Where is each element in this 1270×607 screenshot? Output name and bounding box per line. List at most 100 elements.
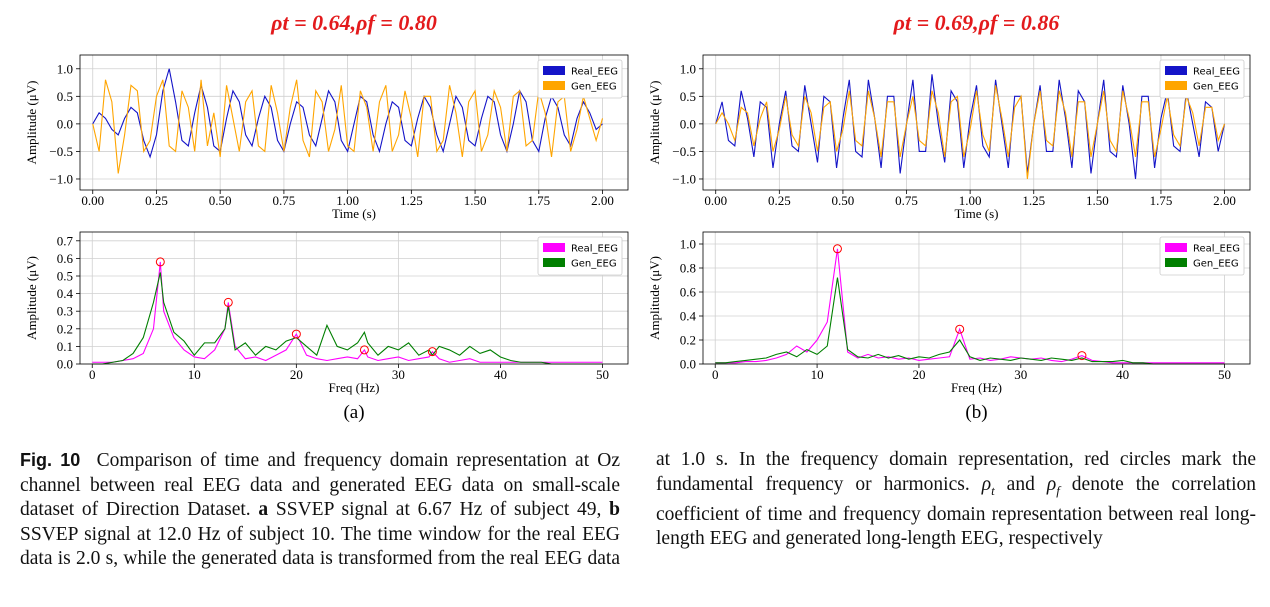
caption-text: Comparison of time and frequency domain … <box>20 450 621 520</box>
peak-marker <box>223 297 233 307</box>
y-tick-label: 0.7 <box>57 233 74 248</box>
legend-swatch <box>1165 81 1187 90</box>
x-tick-label: 30 <box>392 367 405 382</box>
x-axis-label: Time (s) <box>332 206 376 221</box>
x-tick-label: 1.25 <box>400 193 423 208</box>
caption-text: denote the correlation coefficient of ti… <box>656 473 1257 550</box>
panel-label: (b) <box>965 402 987 423</box>
y-tick-label: 0.6 <box>680 285 697 300</box>
x-tick-label: 0.50 <box>832 193 855 208</box>
x-tick-label: 0.00 <box>81 193 104 208</box>
caption-label: Fig. 10 <box>20 450 81 470</box>
x-tick-label: 50 <box>1218 367 1231 382</box>
x-tick-label: 0.50 <box>209 193 232 208</box>
y-axis-label: Amplitude (μV) <box>647 81 662 165</box>
x-tick-label: 2.00 <box>591 193 614 208</box>
legend-swatch <box>543 243 565 252</box>
y-axis-label: Amplitude (μV) <box>24 256 39 340</box>
caption-text: f <box>1056 482 1060 498</box>
x-tick-label: 1.50 <box>464 193 487 208</box>
legend-label: Real_EEG <box>1193 244 1240 255</box>
x-tick-label: 10 <box>188 367 201 382</box>
peak-marker <box>291 329 301 339</box>
x-tick-label: 2.00 <box>1213 193 1236 208</box>
y-tick-label: −1.0 <box>49 171 73 186</box>
x-tick-label: 1.75 <box>1150 193 1173 208</box>
plot-frame <box>702 231 1251 365</box>
x-tick-label: 50 <box>596 367 609 382</box>
y-tick-label: −1.0 <box>672 171 696 186</box>
peak-marker <box>155 257 165 267</box>
y-tick-label: 1.0 <box>680 237 696 252</box>
x-tick-label: 40 <box>494 367 507 382</box>
y-tick-label: −0.5 <box>672 144 696 159</box>
x-tick-label: 0.75 <box>895 193 918 208</box>
legend-label: Gen_EEG <box>1193 82 1239 93</box>
plot-area <box>703 232 1250 364</box>
x-tick-label: 40 <box>1116 367 1129 382</box>
legend-swatch <box>543 258 565 267</box>
y-tick-label: 0.6 <box>57 251 74 266</box>
x-tick-label: 0 <box>712 367 719 382</box>
series-line <box>715 277 1225 365</box>
x-tick-label: 1.00 <box>959 193 982 208</box>
plot-area <box>80 232 628 364</box>
y-axis-label: Amplitude (μV) <box>24 81 39 165</box>
y-tick-label: 0.2 <box>57 321 73 336</box>
y-tick-label: −0.5 <box>49 144 73 159</box>
y-tick-label: 0.5 <box>57 269 73 284</box>
plot-area <box>703 55 1250 190</box>
panel-label: (a) <box>343 402 364 423</box>
caption: Fig. 10 Comparison of time and frequency… <box>20 448 1256 572</box>
x-tick-label: 1.50 <box>1086 193 1109 208</box>
caption-text: ρ <box>981 473 992 495</box>
legend-label: Gen_EEG <box>571 259 617 270</box>
series-line <box>92 68 603 159</box>
y-tick-label: 0.1 <box>57 339 73 354</box>
x-tick-label: 0.00 <box>704 193 727 208</box>
legend-swatch <box>543 81 565 90</box>
y-tick-label: 0.2 <box>680 333 696 348</box>
x-tick-label: 20 <box>290 367 303 382</box>
y-axis-label: Amplitude (μV) <box>647 256 662 340</box>
plot-frame <box>79 231 629 365</box>
figure: 0.00 0.25 0.50 0.75 1.00 1.25 1.50 1.75 2.00−1.0… <box>24 10 1251 423</box>
legend-swatch <box>1165 243 1187 252</box>
y-tick-label: 0.0 <box>680 357 696 372</box>
x-tick-label: 20 <box>912 367 925 382</box>
legend-swatch <box>543 66 565 75</box>
plot-frame <box>702 54 1251 191</box>
chart-title: ρt = 0.69,ρf = 0.86 <box>893 10 1060 35</box>
y-tick-label: 1.0 <box>57 61 73 76</box>
x-axis-label: Time (s) <box>955 206 999 221</box>
peak-marker <box>427 347 437 357</box>
x-tick-label: 0 <box>89 367 96 382</box>
peak-marker <box>832 244 842 254</box>
series-line <box>92 272 603 365</box>
y-tick-label: 0.4 <box>680 309 697 324</box>
y-tick-label: 0.0 <box>57 357 73 372</box>
caption-text: and <box>994 473 1047 495</box>
y-tick-label: 0.3 <box>57 304 73 319</box>
series-line <box>92 261 603 363</box>
x-axis-label: Freq (Hz) <box>329 380 380 395</box>
x-axis-label: Freq (Hz) <box>951 380 1002 395</box>
caption-text: a <box>258 499 269 520</box>
legend-swatch <box>1165 66 1187 75</box>
caption-text: b <box>609 499 621 520</box>
x-tick-label: 30 <box>1014 367 1027 382</box>
y-tick-label: 0.0 <box>57 116 73 131</box>
x-tick-label: 1.25 <box>1022 193 1045 208</box>
y-tick-label: 0.5 <box>57 89 73 104</box>
series-line <box>715 85 1226 180</box>
plot-frame <box>79 54 629 191</box>
caption-text: SSVEP signal at 6.67 Hz of subject 49, <box>268 499 610 520</box>
x-tick-label: 0.75 <box>273 193 296 208</box>
y-tick-label: 0.8 <box>680 261 696 276</box>
caption-text: SSVEP signal at 12.0 Hz of subject 10. T… <box>20 449 1256 569</box>
legend-label: Gen_EEG <box>571 82 617 93</box>
caption-text: t <box>991 482 995 498</box>
x-tick-label: 0.25 <box>768 193 791 208</box>
peak-marker <box>955 324 965 334</box>
